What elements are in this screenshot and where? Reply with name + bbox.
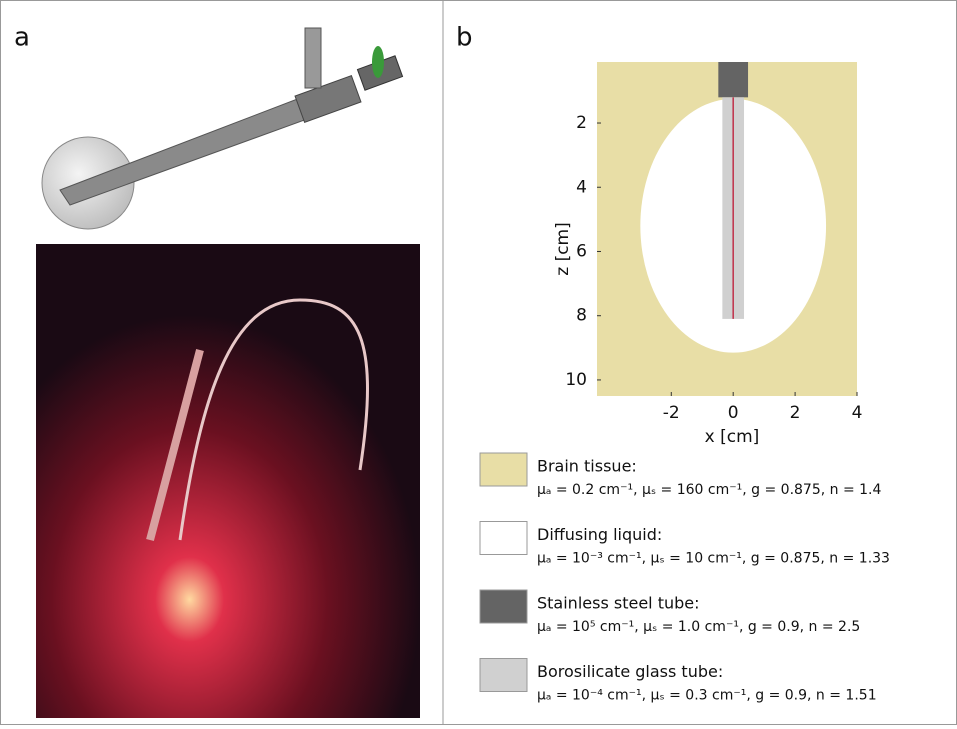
legend-properties: μₐ = 0.2 cm⁻¹, μₛ = 160 cm⁻¹, g = 0.875,… (537, 482, 882, 498)
panel-label: a (14, 23, 30, 53)
legend-swatch (480, 522, 527, 555)
y-tick-label: 8 (576, 306, 587, 326)
x-tick-label: 2 (790, 403, 801, 423)
photograph (36, 244, 420, 718)
y-tick-label: 6 (576, 241, 587, 261)
legend-swatch (480, 590, 527, 623)
y-tick-label: 2 (576, 113, 587, 133)
x-tick-label: 4 (852, 403, 863, 423)
y-tick-label: 4 (576, 177, 587, 197)
figure: a b Brain tissue: μₐ = 0.2 cm⁻¹, μₛ = 160… (0, 0, 957, 725)
legend-swatch (480, 659, 527, 692)
legend-name: Stainless steel tube: (537, 594, 700, 613)
x-axis-label: x [cm] (705, 427, 760, 447)
legend-properties: μₐ = 10⁵ cm⁻¹, μₛ = 1.0 cm⁻¹, g = 0.9, n… (537, 619, 860, 635)
x-tick-label: -2 (663, 403, 680, 423)
x-tick-label: 0 (728, 403, 739, 423)
device-drawing (42, 28, 403, 229)
panel-label: b (456, 23, 473, 53)
legend-properties: μₐ = 10⁻³ cm⁻¹, μₛ = 10 cm⁻¹, g = 0.875,… (537, 551, 890, 567)
legend-swatch (480, 453, 527, 486)
legend-name: Borosilicate glass tube: (537, 662, 723, 681)
region (718, 62, 748, 97)
legend-name: Diffusing liquid: (537, 525, 662, 544)
legend-name: Brain tissue: (537, 457, 637, 476)
legend-properties: μₐ = 10⁻⁴ cm⁻¹, μₛ = 0.3 cm⁻¹, g = 0.9, … (537, 688, 877, 704)
y-tick-label: 10 (565, 370, 587, 390)
y-axis-label: z [cm] (553, 222, 573, 276)
